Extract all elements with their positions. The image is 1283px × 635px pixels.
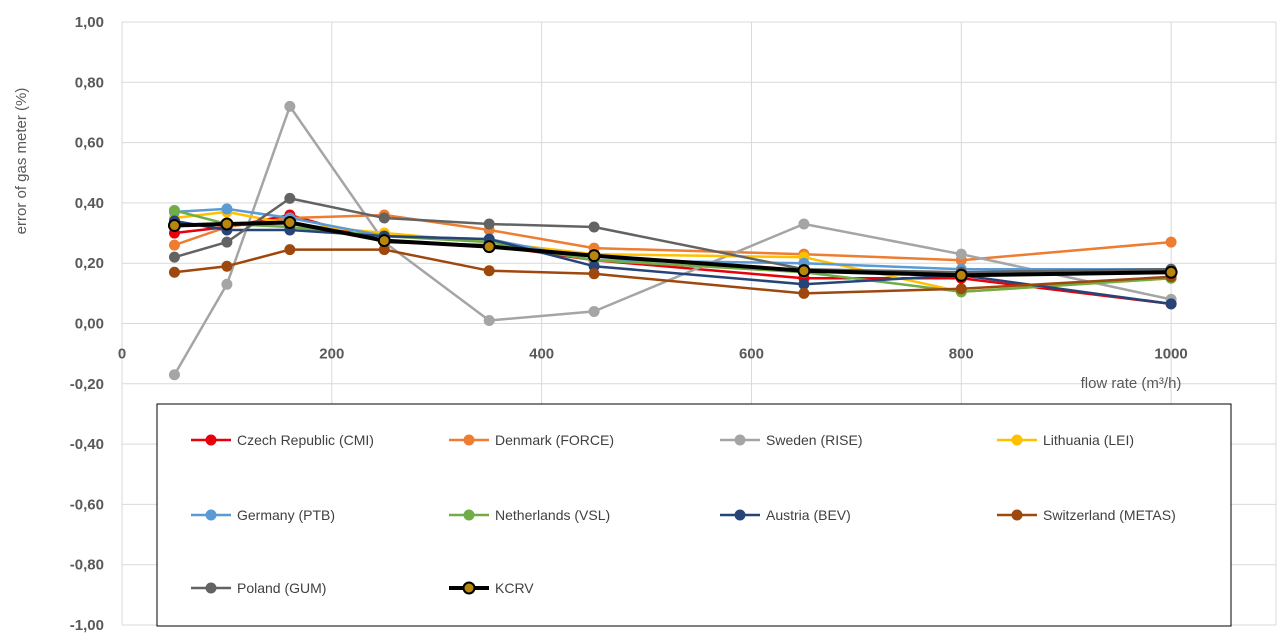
- legend-label: Germany (PTB): [237, 507, 335, 523]
- series-sweden-rise: [168, 100, 1177, 381]
- data-point: [955, 248, 967, 260]
- legend-label: Switzerland (METAS): [1043, 507, 1176, 523]
- data-point: [168, 204, 180, 216]
- data-point: [1165, 236, 1177, 248]
- data-point: [167, 219, 181, 233]
- y-tick-label: 0,40: [75, 195, 104, 212]
- data-point: [587, 249, 601, 263]
- data-point: [955, 283, 967, 295]
- data-point: [378, 212, 390, 224]
- legend-swatch-marker: [462, 581, 476, 595]
- data-point: [221, 278, 233, 290]
- legend-swatch-marker: [205, 434, 217, 446]
- data-point: [483, 314, 495, 326]
- legend-label: Poland (GUM): [237, 580, 326, 596]
- data-point: [483, 218, 495, 230]
- y-tick-label: 0,60: [75, 135, 104, 152]
- legend-item: Switzerland (METAS): [997, 507, 1176, 523]
- legend-swatch-marker: [1011, 434, 1023, 446]
- legend-item: Lithuania (LEI): [997, 432, 1134, 448]
- legend-swatch-marker: [734, 434, 746, 446]
- y-tick-label: -0,60: [70, 496, 104, 513]
- data-point: [284, 192, 296, 204]
- legend-item: Poland (GUM): [191, 580, 326, 596]
- data-point: [1165, 298, 1177, 310]
- y-tick-label: -1,00: [70, 617, 104, 634]
- legend-label: Denmark (FORCE): [495, 432, 614, 448]
- data-point: [168, 266, 180, 278]
- series-denmark-force: [168, 209, 1177, 266]
- y-tick-labels: 1,00 0,80 0,60 0,40 0,20 0,00 -0,20 -0,40 -0,60 -…: [70, 14, 104, 634]
- legend-swatch-marker: [205, 582, 217, 594]
- legend-label: Sweden (RISE): [766, 432, 862, 448]
- y-axis-label: error of gas meter (%): [13, 88, 30, 235]
- legend-label: Czech Republic (CMI): [237, 432, 374, 448]
- x-tick-label: 200: [319, 346, 344, 363]
- legend: Czech Republic (CMI) Denmark (FORCE) Swede…: [191, 432, 1176, 596]
- y-tick-label: 1,00: [75, 14, 104, 31]
- data-point: [168, 239, 180, 251]
- data-point: [284, 100, 296, 112]
- data-point: [482, 240, 496, 254]
- data-point: [588, 221, 600, 233]
- y-tick-label: -0,40: [70, 436, 104, 453]
- legend-label: Lithuania (LEI): [1043, 432, 1134, 448]
- data-point: [220, 217, 234, 231]
- legend-item: Denmark (FORCE): [449, 432, 614, 448]
- legend-label: KCRV: [495, 580, 534, 596]
- legend-swatch-marker: [463, 509, 475, 521]
- x-axis-label: flow rate (m³/h): [1081, 375, 1182, 392]
- series-line: [173, 213, 1173, 262]
- data-point: [221, 236, 233, 248]
- x-tick-label: 800: [949, 346, 974, 363]
- series-kcrv: [167, 215, 1178, 282]
- data-point: [221, 203, 233, 215]
- legend-swatch-marker: [205, 509, 217, 521]
- legend-item: Germany (PTB): [191, 507, 335, 523]
- legend-item: KCRV: [449, 580, 534, 596]
- x-tick-label: 400: [529, 346, 554, 363]
- series-line: [173, 105, 1173, 377]
- y-tick-label: 0,00: [75, 316, 104, 333]
- data-point: [483, 265, 495, 277]
- y-tick-label: 0,20: [75, 255, 104, 272]
- series-lines: [167, 100, 1178, 381]
- data-point: [377, 234, 391, 248]
- legend-item: Austria (BEV): [720, 507, 851, 523]
- data-point: [798, 278, 810, 290]
- data-point: [284, 244, 296, 256]
- data-point: [798, 287, 810, 299]
- legend-item: Netherlands (VSL): [449, 507, 610, 523]
- data-point: [798, 218, 810, 230]
- legend-label: Austria (BEV): [766, 507, 851, 523]
- data-point: [954, 268, 968, 282]
- x-tick-label: 600: [739, 346, 764, 363]
- data-point: [797, 264, 811, 278]
- data-point: [221, 260, 233, 272]
- data-point: [283, 215, 297, 229]
- data-point: [168, 251, 180, 263]
- legend-item: Czech Republic (CMI): [191, 432, 374, 448]
- legend-item: Sweden (RISE): [720, 432, 862, 448]
- data-point: [1164, 265, 1178, 279]
- legend-label: Netherlands (VSL): [495, 507, 610, 523]
- x-tick-label: 1000: [1154, 346, 1187, 363]
- legend-swatch-marker: [1011, 509, 1023, 521]
- legend-swatch-marker: [734, 509, 746, 521]
- x-tick-labels: 0 200 400 600 800 1000: [118, 346, 1188, 363]
- legend-swatch-marker: [463, 434, 475, 446]
- y-tick-label: -0,80: [70, 557, 104, 574]
- legend-box: [156, 403, 1232, 627]
- data-point: [588, 305, 600, 317]
- x-tick-label: 0: [118, 346, 126, 363]
- data-point: [168, 369, 180, 381]
- y-tick-label: 0,80: [75, 74, 104, 91]
- y-tick-label: -0,20: [70, 376, 104, 393]
- data-point: [588, 268, 600, 280]
